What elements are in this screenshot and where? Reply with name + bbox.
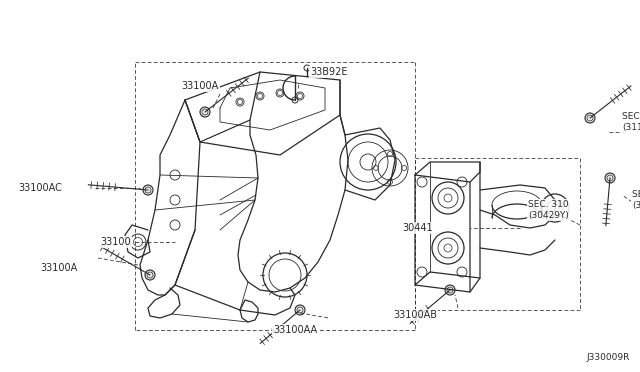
Text: J330009R: J330009R <box>587 353 630 362</box>
Text: 33100A: 33100A <box>181 81 219 91</box>
Circle shape <box>145 270 155 280</box>
Text: 33100AB: 33100AB <box>393 310 437 320</box>
Text: 33100A: 33100A <box>40 263 77 273</box>
Text: 33100: 33100 <box>100 237 131 247</box>
Text: 33100AA: 33100AA <box>273 325 317 335</box>
Text: 33100AC: 33100AC <box>18 183 62 193</box>
Circle shape <box>605 173 615 183</box>
Text: SEC. 310
(31180AA): SEC. 310 (31180AA) <box>632 190 640 210</box>
Text: SEC. 310
(31100A): SEC. 310 (31100A) <box>622 112 640 132</box>
Text: 30441: 30441 <box>402 223 433 233</box>
Circle shape <box>445 285 455 295</box>
Circle shape <box>200 107 210 117</box>
Circle shape <box>143 185 153 195</box>
Text: 33B92E: 33B92E <box>310 67 348 77</box>
Circle shape <box>295 305 305 315</box>
Text: SEC. 310
(30429Y): SEC. 310 (30429Y) <box>528 200 569 220</box>
Circle shape <box>585 113 595 123</box>
